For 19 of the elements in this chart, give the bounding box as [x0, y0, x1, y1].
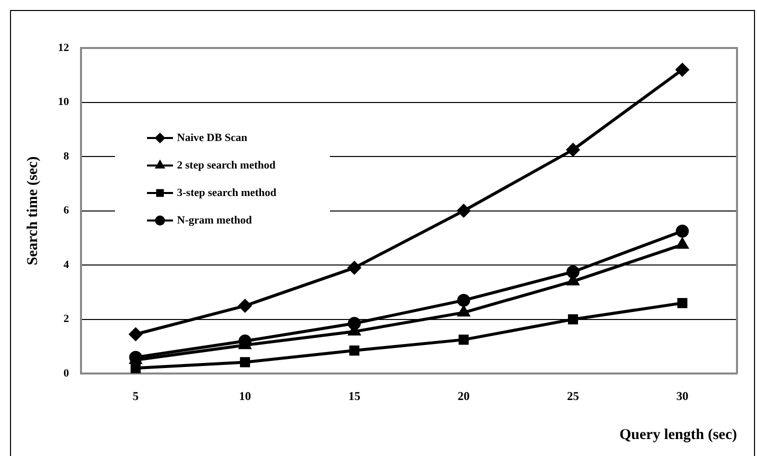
x-tick-label: 15	[348, 388, 360, 403]
y-tick-label: 8	[64, 150, 70, 162]
y-tick-label: 12	[58, 42, 70, 54]
y-axis-title: Search time (sec)	[24, 156, 41, 266]
y-tick-label: 2	[64, 313, 70, 326]
y-tick-label: 0	[64, 367, 70, 380]
x-tick-label: 30	[676, 388, 688, 403]
y-tick-label: 4	[64, 258, 70, 271]
x-axis-title: Query length (sec)	[620, 426, 737, 443]
x-tick-label: 20	[458, 388, 470, 403]
legend-label: 2 step search method	[177, 159, 276, 172]
legend-label: Naive DB Scan	[177, 132, 248, 144]
legend-label: 3-step search method	[177, 186, 276, 199]
y-tick-label: 10	[58, 96, 70, 108]
x-tick-label: 25	[567, 388, 579, 403]
legend-label: N-gram method	[177, 214, 252, 226]
x-tick-label: 10	[239, 388, 251, 403]
y-tick-label: 6	[64, 204, 70, 217]
x-tick-label: 5	[132, 388, 139, 403]
